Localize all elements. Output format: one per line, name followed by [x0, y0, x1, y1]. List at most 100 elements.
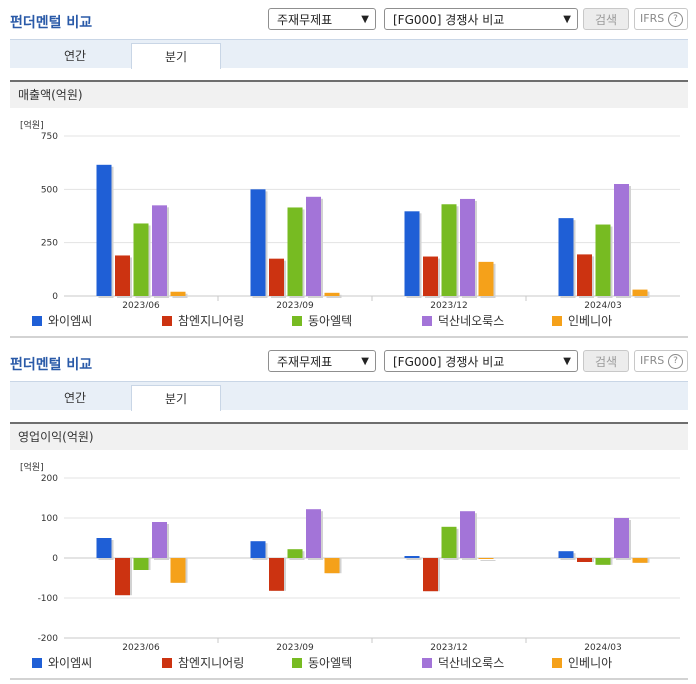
- statement-type-select[interactable]: 주재무제표 ▼: [268, 8, 376, 30]
- statement-type-select[interactable]: 주재무제표 ▼: [268, 350, 376, 372]
- legend-item[interactable]: 참엔지니어링: [162, 313, 244, 329]
- bar-2023/12-와이엠씨: [404, 211, 420, 296]
- ifrs-help-button[interactable]: IFRS ?: [634, 8, 688, 30]
- legend-item[interactable]: 인베니아: [552, 655, 612, 671]
- operating-income-bar-chart: -200 -100 0 100 200 2023/06 2023/09 2023/12 2024…: [38, 474, 680, 650]
- chevron-down-icon: ▼: [361, 14, 369, 25]
- legend-label: 동아엘텍: [308, 314, 353, 328]
- bar-2023/06-인베니아: [170, 291, 186, 296]
- statement-type-value: 주재무제표: [277, 13, 333, 27]
- x-tick-label: 2023/09: [276, 643, 314, 650]
- bar-2023/09-덕산네오룩스: [306, 509, 321, 558]
- bar-2023/12-덕산네오룩스: [460, 198, 475, 296]
- legend-label: 참엔지니어링: [178, 656, 245, 670]
- bar-2024/03-덕산네오룩스: [614, 518, 629, 558]
- legend-swatch: [422, 658, 432, 668]
- legend-swatch: [162, 316, 172, 326]
- bar-2023/12-동아엘텍: [441, 526, 457, 558]
- compare-group-value: [FG000] 경쟁사 비교: [393, 355, 505, 369]
- legend-label: 참엔지니어링: [178, 314, 245, 328]
- revenue-bar-chart: 0 250 500 750 2023/06 2023/09 2023/12 2024/03: [41, 132, 680, 308]
- chart-legend: 와이엠씨 참엔지니어링 동아엘텍 덕산네오룩스 인베니아: [32, 313, 682, 329]
- chevron-down-icon: ▼: [361, 356, 369, 367]
- help-icon: ?: [668, 354, 683, 369]
- help-icon: ?: [668, 12, 683, 27]
- x-tick-label: 2023/06: [122, 643, 160, 650]
- section-title: 영업이익(억원): [10, 422, 688, 450]
- legend-item[interactable]: 덕산네오룩스: [422, 655, 504, 671]
- fundamental-panel-revenue: 펀더멘털 비교 주재무제표 ▼ [FG000] 경쟁사 비교 ▼ 검색 IFRS…: [10, 8, 688, 338]
- legend-swatch: [162, 658, 172, 668]
- x-tick-label: 2023/09: [276, 301, 314, 308]
- legend-label: 와이엠씨: [48, 656, 93, 670]
- ifrs-label: IFRS: [640, 354, 665, 367]
- legend-item[interactable]: 와이엠씨: [32, 655, 92, 671]
- y-tick-label: 750: [41, 132, 58, 142]
- x-tick-label: 2024/03: [584, 301, 621, 308]
- y-tick-label: 500: [41, 185, 58, 195]
- tab-annual[interactable]: 연간: [63, 49, 87, 63]
- search-button[interactable]: 검색: [583, 8, 629, 30]
- search-button[interactable]: 검색: [583, 350, 629, 372]
- y-tick-label: 0: [52, 554, 58, 564]
- y-tick-label: 100: [41, 514, 58, 524]
- bar-2023/09-와이엠씨: [250, 541, 266, 558]
- ifrs-help-button[interactable]: IFRS ?: [634, 350, 688, 372]
- bar-2024/03-와이엠씨: [558, 218, 574, 296]
- legend-item[interactable]: 덕산네오룩스: [422, 313, 504, 329]
- bar-2023/09-인베니아: [324, 558, 340, 574]
- bar-2024/03-덕산네오룩스: [614, 184, 629, 296]
- bar-2023/06-참엔지니어링: [115, 255, 130, 296]
- divider: [10, 336, 688, 338]
- bar-2023/09-동아엘텍: [287, 549, 303, 558]
- bar-2024/03-동아엘텍: [595, 558, 611, 565]
- legend-swatch: [552, 658, 562, 668]
- bar-shadow: [406, 558, 422, 560]
- unit-label: [억원]: [20, 121, 44, 131]
- legend-label: 와이엠씨: [48, 314, 93, 328]
- bar-2023/12-와이엠씨: [404, 556, 420, 558]
- bar-shadow: [326, 294, 342, 298]
- legend-item[interactable]: 동아엘텍: [292, 313, 352, 329]
- bar-2023/06-와이엠씨: [96, 164, 112, 296]
- bar-2024/03-인베니아: [632, 558, 648, 563]
- tab-quarterly[interactable]: 분기: [131, 43, 221, 69]
- bar-2023/09-덕산네오룩스: [306, 196, 321, 296]
- bar-2023/12-인베니아: [478, 558, 494, 559]
- bar-2024/03-동아엘텍: [595, 224, 611, 296]
- bar-2023/12-참엔지니어링: [423, 256, 438, 296]
- bar-2024/03-와이엠씨: [558, 551, 574, 558]
- legend-swatch: [292, 316, 302, 326]
- divider: [10, 678, 688, 680]
- y-tick-label: 200: [41, 474, 58, 484]
- compare-group-select[interactable]: [FG000] 경쟁사 비교 ▼: [384, 350, 578, 372]
- tab-annual[interactable]: 연간: [63, 391, 87, 405]
- bar-2023/06-와이엠씨: [96, 538, 112, 558]
- bar-2023/06-참엔지니어링: [115, 558, 130, 596]
- bar-2023/12-동아엘텍: [441, 204, 457, 296]
- tab-quarterly[interactable]: 분기: [131, 385, 221, 411]
- unit-label: [억원]: [20, 463, 44, 473]
- legend-label: 덕산네오룩스: [438, 314, 505, 328]
- legend-swatch: [552, 316, 562, 326]
- legend-item[interactable]: 동아엘텍: [292, 655, 352, 671]
- bar-2023/09-와이엠씨: [250, 189, 266, 296]
- x-tick-label: 2023/06: [122, 301, 160, 308]
- legend-item[interactable]: 참엔지니어링: [162, 655, 244, 671]
- chevron-down-icon: ▼: [563, 356, 571, 367]
- chevron-down-icon: ▼: [563, 14, 571, 25]
- legend-item[interactable]: 와이엠씨: [32, 313, 92, 329]
- legend-label: 인베니아: [568, 656, 613, 670]
- legend-item[interactable]: 인베니아: [552, 313, 612, 329]
- bar-shadow: [480, 560, 496, 561]
- bar-2023/06-동아엘텍: [133, 558, 149, 570]
- legend-swatch: [32, 658, 42, 668]
- legend-swatch: [32, 316, 42, 326]
- bar-2023/09-인베니아: [324, 292, 340, 296]
- bar-2024/03-참엔지니어링: [577, 254, 592, 296]
- bar-2023/12-덕산네오룩스: [460, 511, 475, 558]
- compare-group-select[interactable]: [FG000] 경쟁사 비교 ▼: [384, 8, 578, 30]
- legend-swatch: [422, 316, 432, 326]
- panel-title: 펀더멘털 비교: [10, 357, 93, 373]
- y-tick-label: -100: [38, 594, 59, 604]
